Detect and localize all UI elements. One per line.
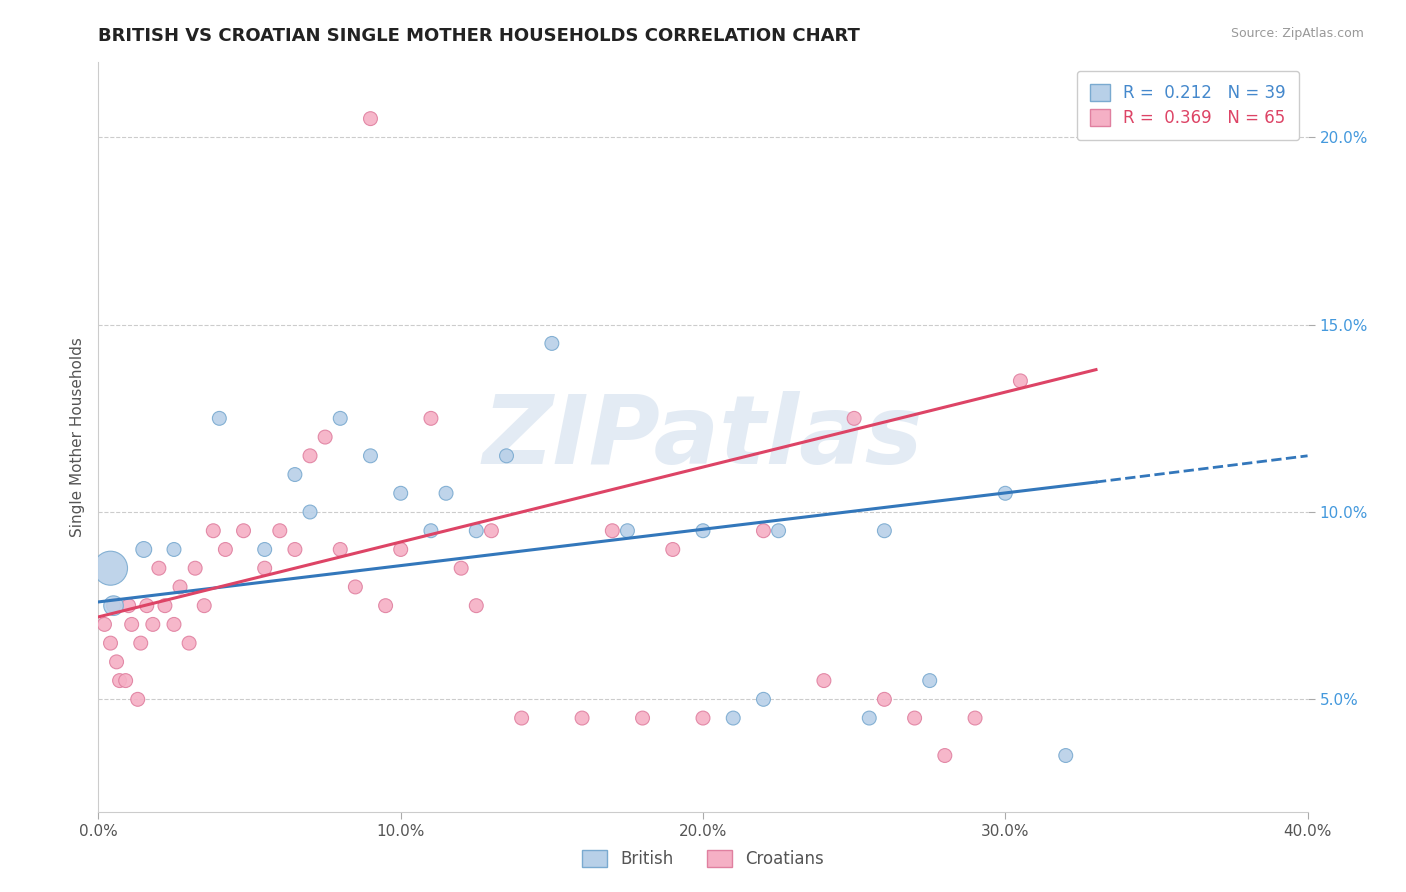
Point	[420, 411, 443, 425]
Point	[389, 542, 412, 557]
Point	[934, 748, 956, 763]
Point	[661, 542, 683, 557]
Point	[631, 711, 654, 725]
Point	[114, 673, 136, 688]
Point	[135, 599, 157, 613]
Point	[450, 561, 472, 575]
Point	[465, 599, 488, 613]
Point	[844, 411, 866, 425]
Text: ZIPatlas: ZIPatlas	[482, 391, 924, 483]
Text: Source: ZipAtlas.com: Source: ZipAtlas.com	[1230, 27, 1364, 40]
Legend: R =  0.212   N = 39, R =  0.369   N = 65: R = 0.212 N = 39, R = 0.369 N = 65	[1077, 70, 1299, 140]
Point	[163, 542, 186, 557]
Legend: British, Croatians: British, Croatians	[575, 843, 831, 875]
Point	[360, 112, 382, 126]
Point	[284, 467, 307, 482]
Point	[965, 711, 987, 725]
Point	[994, 486, 1017, 500]
Point	[434, 486, 457, 500]
Point	[1054, 748, 1077, 763]
Point	[465, 524, 488, 538]
Point	[153, 599, 176, 613]
Point	[214, 542, 236, 557]
Text: BRITISH VS CROATIAN SINGLE MOTHER HOUSEHOLDS CORRELATION CHART: BRITISH VS CROATIAN SINGLE MOTHER HOUSEH…	[98, 27, 860, 45]
Point	[163, 617, 186, 632]
Point	[93, 617, 115, 632]
Point	[481, 524, 503, 538]
Point	[374, 599, 396, 613]
Point	[284, 542, 307, 557]
Point	[495, 449, 517, 463]
Point	[208, 411, 231, 425]
Point	[202, 524, 225, 538]
Point	[299, 505, 322, 519]
Point	[118, 599, 141, 613]
Point	[299, 449, 322, 463]
Point	[232, 524, 254, 538]
Point	[169, 580, 191, 594]
Point	[904, 711, 927, 725]
Point	[108, 673, 131, 688]
Point	[253, 542, 276, 557]
Point	[813, 673, 835, 688]
Point	[873, 692, 896, 706]
Point	[616, 524, 638, 538]
Point	[602, 524, 624, 538]
Point	[184, 561, 207, 575]
Y-axis label: Single Mother Households: Single Mother Households	[69, 337, 84, 537]
Point	[752, 692, 775, 706]
Point	[103, 599, 125, 613]
Point	[723, 711, 745, 725]
Point	[329, 411, 352, 425]
Point	[314, 430, 336, 444]
Point	[389, 486, 412, 500]
Point	[1010, 374, 1032, 388]
Point	[329, 542, 352, 557]
Point	[132, 542, 155, 557]
Point	[360, 449, 382, 463]
Point	[768, 524, 790, 538]
Point	[918, 673, 941, 688]
Point	[540, 336, 562, 351]
Point	[571, 711, 593, 725]
Point	[100, 561, 122, 575]
Point	[127, 692, 149, 706]
Point	[179, 636, 201, 650]
Point	[344, 580, 367, 594]
Point	[692, 711, 714, 725]
Point	[510, 711, 533, 725]
Point	[100, 636, 122, 650]
Point	[692, 524, 714, 538]
Point	[103, 599, 125, 613]
Point	[420, 524, 443, 538]
Point	[142, 617, 165, 632]
Point	[193, 599, 215, 613]
Point	[129, 636, 152, 650]
Point	[269, 524, 291, 538]
Point	[121, 617, 143, 632]
Point	[873, 524, 896, 538]
Point	[858, 711, 880, 725]
Point	[105, 655, 128, 669]
Point	[752, 524, 775, 538]
Point	[253, 561, 276, 575]
Point	[148, 561, 170, 575]
